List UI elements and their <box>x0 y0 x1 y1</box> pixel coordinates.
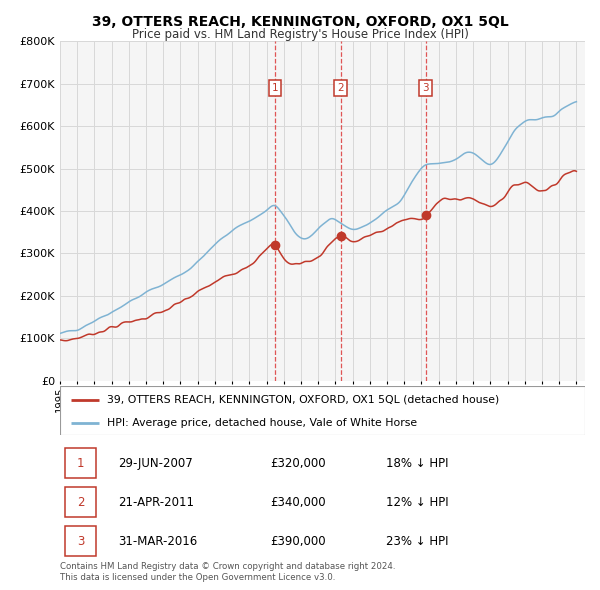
Text: 18% ↓ HPI: 18% ↓ HPI <box>386 457 448 470</box>
Text: 39, OTTERS REACH, KENNINGTON, OXFORD, OX1 5QL: 39, OTTERS REACH, KENNINGTON, OXFORD, OX… <box>92 15 508 29</box>
Text: £390,000: £390,000 <box>270 535 326 548</box>
Text: 3: 3 <box>422 83 429 93</box>
FancyBboxPatch shape <box>65 448 96 478</box>
Text: HPI: Average price, detached house, Vale of White Horse: HPI: Average price, detached house, Vale… <box>107 418 418 428</box>
Text: 1: 1 <box>77 457 84 470</box>
Text: £340,000: £340,000 <box>270 496 326 509</box>
Text: 31-MAR-2016: 31-MAR-2016 <box>118 535 197 548</box>
Text: £320,000: £320,000 <box>270 457 326 470</box>
Text: 12% ↓ HPI: 12% ↓ HPI <box>386 496 448 509</box>
Text: Contains HM Land Registry data © Crown copyright and database right 2024.: Contains HM Land Registry data © Crown c… <box>60 562 395 571</box>
Text: 2: 2 <box>337 83 344 93</box>
FancyBboxPatch shape <box>60 386 585 435</box>
FancyBboxPatch shape <box>65 487 96 517</box>
Text: 39, OTTERS REACH, KENNINGTON, OXFORD, OX1 5QL (detached house): 39, OTTERS REACH, KENNINGTON, OXFORD, OX… <box>107 395 499 405</box>
Text: 3: 3 <box>77 535 84 548</box>
Text: 29-JUN-2007: 29-JUN-2007 <box>118 457 193 470</box>
Text: 1: 1 <box>272 83 278 93</box>
FancyBboxPatch shape <box>65 526 96 556</box>
Text: 21-APR-2011: 21-APR-2011 <box>118 496 194 509</box>
Text: 23% ↓ HPI: 23% ↓ HPI <box>386 535 448 548</box>
Text: Price paid vs. HM Land Registry's House Price Index (HPI): Price paid vs. HM Land Registry's House … <box>131 28 469 41</box>
Text: This data is licensed under the Open Government Licence v3.0.: This data is licensed under the Open Gov… <box>60 573 335 582</box>
Text: 2: 2 <box>77 496 84 509</box>
